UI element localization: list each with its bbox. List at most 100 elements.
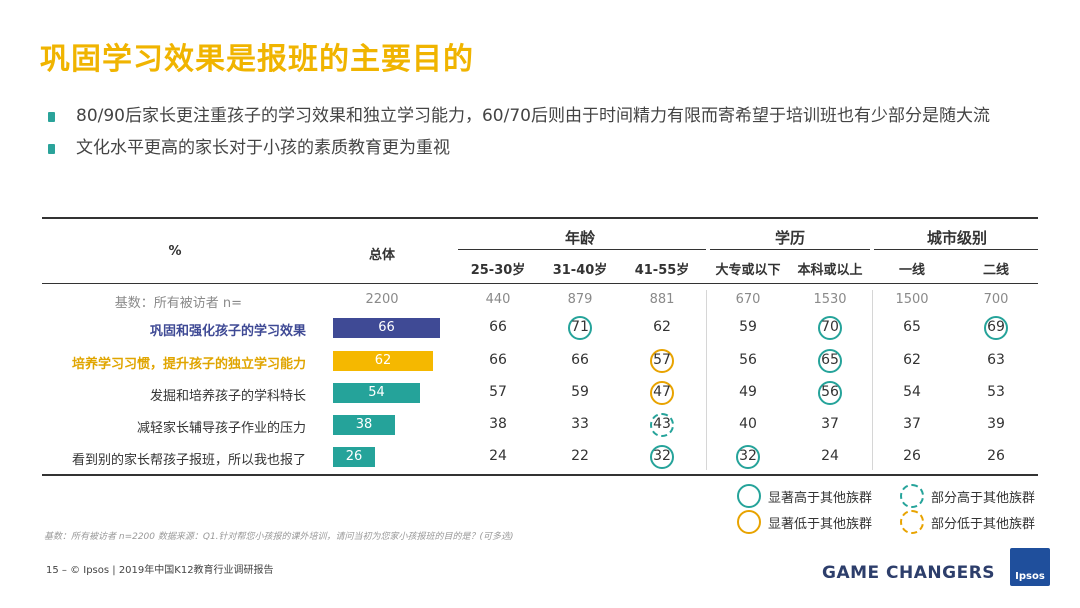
- ipsos-logo: Ipsos: [1010, 548, 1050, 586]
- bullet-text: 80/90后家长更注重孩子的学习效果和独立学习能力，60/70后则由于时间精力有…: [76, 106, 990, 126]
- legend-sig-higher-label: 显著高于其他族群: [768, 491, 873, 506]
- table-cell: 59: [739, 319, 757, 335]
- table-cell: 32: [653, 448, 671, 464]
- table-cell: 37: [903, 416, 921, 432]
- table-cell: 65: [821, 352, 839, 368]
- sig-higher-marker-icon: [650, 445, 674, 469]
- base-total: 2200: [365, 292, 399, 307]
- table-cell: 53: [987, 384, 1005, 400]
- table-cell: 37: [821, 416, 839, 432]
- group-underline-city: [874, 249, 1038, 250]
- table-cell: 56: [739, 352, 757, 368]
- base-value: 1500: [895, 292, 929, 307]
- base-value: 670: [735, 292, 761, 307]
- bullet-item: 80/90后家长更注重孩子的学习效果和独立学习能力，60/70后则由于时间精力有…: [46, 104, 990, 136]
- logo-text: Ipsos: [1015, 571, 1045, 582]
- legend-part-higher-icon: [900, 484, 924, 508]
- col-header-age-41-55: 41-55岁: [634, 263, 690, 278]
- table-cell: 26: [903, 448, 921, 464]
- brand-tagline: GAME CHANGERS: [822, 563, 996, 583]
- sig-lower-marker-icon: [650, 349, 674, 373]
- row-label: 看到别的家长帮孩子报班，所以我也报了: [71, 453, 306, 468]
- base-label: 基数：所有被访者 n=: [114, 296, 242, 311]
- group-age-header: 年龄: [564, 229, 595, 247]
- row-label: 巩固和强化孩子的学习效果: [149, 324, 306, 339]
- col-header-age-31-40: 31-40岁: [552, 263, 608, 278]
- table-cell: 56: [821, 384, 839, 400]
- sig-higher-marker-icon: [818, 381, 842, 405]
- base-value: 440: [485, 292, 511, 307]
- percent-header: %: [168, 244, 182, 259]
- table-cell: 59: [571, 384, 589, 400]
- col-header-edu-low: 大专或以下: [715, 263, 781, 278]
- sig-higher-marker-icon: [736, 445, 760, 469]
- group-city-header: 城市级别: [926, 229, 987, 247]
- table-cell: 40: [739, 416, 757, 432]
- table-cell: 69: [987, 319, 1005, 335]
- group-edu-header: 学历: [774, 229, 805, 247]
- bullet-item: 文化水平更高的家长对于小孩的素质教育更为重视: [46, 136, 990, 168]
- sig-higher-marker-icon: [984, 316, 1008, 340]
- table-cell: 65: [903, 319, 921, 335]
- sig-lower-marker-icon: [650, 381, 674, 405]
- table-cell: 47: [653, 384, 671, 400]
- total-bar: 26: [333, 447, 375, 467]
- page-title: 巩固学习效果是报班的主要目的: [40, 42, 474, 77]
- bullet-square-icon: [48, 112, 55, 122]
- col-header-tier1: 一线: [898, 263, 925, 278]
- row-label: 培养学习习惯，提升孩子的独立学习能力: [71, 357, 306, 372]
- base-value: 1530: [813, 292, 847, 307]
- table-cell: 38: [489, 416, 507, 432]
- table-cell: 39: [987, 416, 1005, 432]
- table-cell: 22: [571, 448, 589, 464]
- table-cell: 71: [571, 319, 589, 335]
- legend-part-lower-icon: [900, 510, 924, 534]
- table-cell: 66: [489, 352, 507, 368]
- table-cell: 63: [987, 352, 1005, 368]
- bullet-list: 80/90后家长更注重孩子的学习效果和独立学习能力，60/70后则由于时间精力有…: [46, 104, 990, 168]
- legend-sig-lower-label: 显著低于其他族群: [768, 517, 873, 532]
- row-label: 发掘和培养孩子的学科特长: [149, 389, 306, 404]
- sig-higher-marker-icon: [568, 316, 592, 340]
- table-cell: 24: [821, 448, 839, 464]
- base-value: 879: [567, 292, 593, 307]
- table-cell: 43: [653, 416, 671, 432]
- table-cell: 26: [987, 448, 1005, 464]
- table-cell: 66: [571, 352, 589, 368]
- table-top-rule: [42, 217, 1038, 219]
- row-label: 减轻家长辅导孩子作业的压力: [136, 421, 306, 436]
- separator-age-edu: [706, 290, 707, 470]
- group-underline-edu: [710, 249, 870, 250]
- table-cell: 70: [821, 319, 839, 335]
- separator-edu-city: [872, 290, 873, 470]
- part-higher-marker-icon: [650, 413, 674, 437]
- table-cell: 57: [489, 384, 507, 400]
- total-bar: 62: [333, 351, 433, 371]
- total-bar: 38: [333, 415, 395, 435]
- total-bar: 54: [333, 383, 420, 403]
- bullet-text: 文化水平更高的家长对于小孩的素质教育更为重视: [76, 138, 450, 158]
- sig-higher-marker-icon: [818, 316, 842, 340]
- table-cell: 24: [489, 448, 507, 464]
- page-footer: 15 – © Ipsos | 2019年中国K12教育行业调研报告: [46, 565, 274, 576]
- sig-higher-marker-icon: [818, 349, 842, 373]
- table-cell: 54: [903, 384, 921, 400]
- header-bottom-rule: [42, 283, 1038, 284]
- legend-part-lower-label: 部分低于其他族群: [931, 517, 1036, 532]
- table-cell: 62: [653, 319, 671, 335]
- group-underline-age: [458, 249, 706, 250]
- table-cell: 32: [739, 448, 757, 464]
- table-cell: 57: [653, 352, 671, 368]
- total-bar: 66: [333, 318, 440, 338]
- col-header-tier2: 二线: [982, 263, 1009, 278]
- base-value: 881: [649, 292, 675, 307]
- table-cell: 33: [571, 416, 589, 432]
- total-header: 总体: [368, 248, 395, 263]
- bullet-square-icon: [48, 144, 55, 154]
- legend-part-higher-label: 部分高于其他族群: [931, 491, 1036, 506]
- col-header-edu-high: 本科或以上: [797, 263, 863, 278]
- legend-sig-higher-icon: [737, 484, 761, 508]
- base-value: 700: [983, 292, 1009, 307]
- table-cell: 62: [903, 352, 921, 368]
- table-bottom-rule: [42, 474, 1038, 476]
